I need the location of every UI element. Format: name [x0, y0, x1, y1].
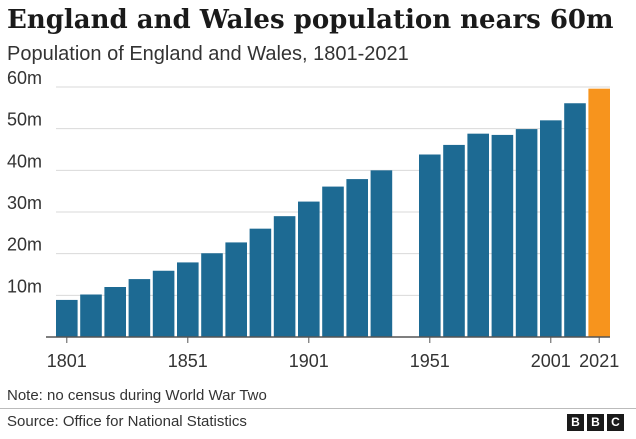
bbc-logo-letter: B — [567, 414, 584, 431]
bar-1981 — [491, 134, 514, 337]
bar-1881 — [249, 228, 272, 337]
y-tick-label: 10m — [7, 276, 42, 296]
bar-1991 — [515, 129, 538, 337]
y-tick-label: 20m — [7, 235, 42, 255]
x-tick-label: 1901 — [289, 351, 329, 371]
bar-1901 — [298, 201, 320, 337]
chart-title: England and Wales population nears 60m — [7, 5, 614, 35]
bar-1961 — [443, 144, 465, 337]
bbc-logo: B B C — [567, 414, 624, 431]
bar-1911 — [322, 186, 344, 337]
bar-1831 — [128, 279, 151, 337]
bar-1891 — [273, 216, 296, 337]
x-tick-label: 2001 — [531, 351, 571, 371]
bar-1971 — [467, 133, 489, 337]
y-tick-label: 40m — [7, 151, 42, 171]
bar-1871 — [225, 242, 247, 337]
y-tick-label: 60m — [7, 68, 42, 88]
x-tick-label: 2021 — [579, 351, 619, 371]
footnote: Note: no census during World War Two — [7, 387, 267, 404]
bar-1951 — [419, 154, 441, 337]
bar-1811 — [80, 294, 102, 337]
bar-2011 — [564, 103, 586, 337]
y-tick-label: 50m — [7, 110, 42, 130]
source-text: Source: Office for National Statistics — [7, 413, 247, 430]
bar-1841 — [152, 270, 175, 337]
bar-2021 — [588, 88, 610, 338]
bar-1851 — [177, 262, 199, 337]
bar-1801 — [56, 299, 78, 337]
bbc-logo-letter: C — [607, 414, 624, 431]
bar-1861 — [201, 253, 223, 337]
x-tick-label: 1951 — [410, 351, 450, 371]
y-tick-label: 30m — [7, 193, 42, 213]
bar-2001 — [540, 120, 562, 337]
bbc-logo-letter: B — [587, 414, 604, 431]
x-tick-label: 1801 — [47, 351, 87, 371]
footer-divider — [0, 408, 636, 409]
bar-1931 — [370, 170, 393, 337]
bar-1821 — [104, 287, 126, 337]
bar-1921 — [346, 179, 368, 337]
chart-subtitle: Population of England and Wales, 1801-20… — [7, 43, 409, 65]
x-tick-label: 1851 — [168, 351, 208, 371]
